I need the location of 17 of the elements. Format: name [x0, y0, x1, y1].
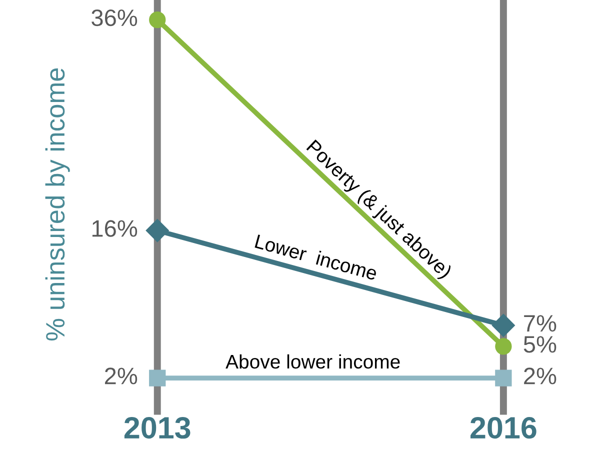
- data-label: 36%: [92, 9, 138, 26]
- point: [495, 370, 512, 386]
- data-label: 5%: [524, 336, 556, 353]
- data-label: 2%: [524, 368, 556, 384]
- text: Lower income: [254, 234, 378, 280]
- point: [495, 338, 512, 355]
- point: [146, 219, 169, 242]
- data-label: 7%: [524, 315, 556, 332]
- data-label: 2%: [104, 368, 138, 384]
- point: [492, 314, 515, 337]
- point: [149, 11, 166, 28]
- x-tick-label: 2013: [124, 416, 190, 439]
- x-tick-label: 2016: [470, 416, 536, 439]
- point: [149, 370, 166, 386]
- y-axis-title: % uninsured by income: [45, 68, 70, 340]
- data-label: 16%: [92, 220, 138, 237]
- series-label: Above lower income: [226, 354, 400, 369]
